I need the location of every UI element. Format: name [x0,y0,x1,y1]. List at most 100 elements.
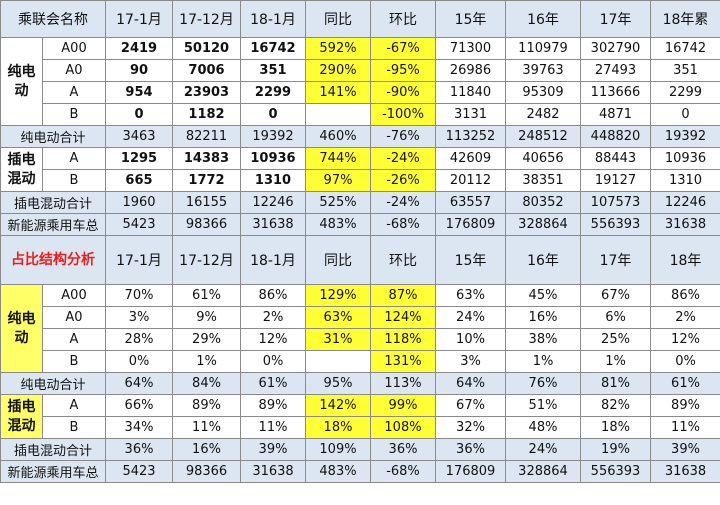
cell: 19127 [580,169,651,192]
total-row: 插电混动合计 36% 16% 39% 109% 36% 36% 24% 19% 39% [0,438,720,461]
total-row: 插电混动合计 1960 16155 12246 525% -24% 63557 80352 10… [0,191,720,214]
cell: 63% [435,284,506,307]
cell: 24% [435,306,506,329]
group-label: 插电混动 [0,394,43,439]
cell: 107573 [580,191,651,214]
cell: 11% [650,416,720,439]
cell: 42609 [435,147,506,170]
cell: 124% [370,306,436,329]
cell: 89% [240,394,306,417]
cell: 34% [105,416,173,439]
cell: 110979 [505,37,581,60]
cell: 45% [505,284,581,307]
group-label: 插电混动 [0,147,43,192]
data-row: A 954 23903 2299 141% -90% 11840 95309 113666 229… [1,81,720,104]
cell: 141% [305,81,371,104]
row-label: B [42,416,106,439]
cell: 1295 [105,147,173,170]
cell: 1310 [240,169,306,192]
cell: 67% [580,284,651,307]
cell: 1960 [105,191,173,214]
cell: 23903 [172,81,241,104]
cell [305,350,371,373]
row-label: A [42,328,106,351]
cell: 1% [505,350,581,373]
row-label: 新能源乘用车总 [0,213,106,236]
cell: 99% [370,394,436,417]
cell: 16155 [172,191,241,214]
cell: 16% [172,438,241,461]
cell: 16% [505,306,581,329]
column-header: 17-12月 [172,235,241,285]
cell: 71300 [435,37,506,60]
row-label: A0 [42,59,106,82]
cell: 10936 [650,147,720,170]
cell: 3% [105,306,173,329]
cell: -90% [370,81,436,104]
cell: 18% [580,416,651,439]
cell: 63% [305,306,371,329]
cell: 302790 [580,37,651,60]
cell: 20112 [435,169,506,192]
cell: 744% [305,147,371,170]
cell: 0 [650,103,720,126]
cell: 954 [105,81,173,104]
cell: 16742 [650,37,720,60]
cell: 66% [105,394,173,417]
cell: 142% [305,394,371,417]
cell: 38% [505,328,581,351]
cell: 98366 [172,213,241,236]
cell: 460% [305,125,371,148]
row-label: 新能源乘用车总 [0,460,106,483]
row-label: 插电混动合计 [0,191,106,214]
column-header: 17-12月 [172,0,241,38]
column-header: 18年累 [650,0,720,38]
cell: 483% [305,213,371,236]
cell: 89% [650,394,720,417]
column-header: 17-1月 [105,0,173,38]
cell: 1182 [172,103,241,126]
data-row: A0 3% 9% 2% 63% 124% 24% 16% 6% 2% [1,306,720,329]
cell: 28% [105,328,173,351]
row-label: B [42,103,106,126]
column-header: 16年 [505,0,581,38]
cell: 1% [172,350,241,373]
row-label: 纯电动合计 [0,372,106,395]
data-row: B 665 1772 1310 97% -26% 20112 38351 19127 1310 [1,169,720,192]
column-header: 18-1月 [240,235,306,285]
cell: 82211 [172,125,241,148]
cell: 131% [370,350,436,373]
group-label: 纯电动 [0,37,43,126]
row-label: A [42,81,106,104]
column-header: 同比 [305,235,371,285]
cell: 64% [435,372,506,395]
data-row: B 34% 11% 11% 18% 108% 32% 48% 18% 11% [1,416,720,439]
cell: 2% [650,306,720,329]
cell: 87% [370,284,436,307]
cell: 61% [240,372,306,395]
cell: 118% [370,328,436,351]
cell: 19392 [240,125,306,148]
cell: 0% [650,350,720,373]
cell: 1% [580,350,651,373]
header-row: 乘联会名称 17-1月 17-12月 18-1月 同比 环比 15年 16年 17年 18年累 [0,0,720,38]
cell: 11% [240,416,306,439]
cell: 10936 [240,147,306,170]
cell: 98366 [172,460,241,483]
cell: 95309 [505,81,581,104]
cell: 19% [580,438,651,461]
cell: 63557 [435,191,506,214]
cell: 36% [370,438,436,461]
cell: 26986 [435,59,506,82]
cell: 14383 [172,147,241,170]
column-header: 18-1月 [240,0,306,38]
cell: 556393 [580,213,651,236]
row-label: B [42,169,106,192]
cell: 32% [435,416,506,439]
cell: 38351 [505,169,581,192]
cell: 39763 [505,59,581,82]
cell: 5423 [105,213,173,236]
cell: 0% [105,350,173,373]
cell: 448820 [580,125,651,148]
